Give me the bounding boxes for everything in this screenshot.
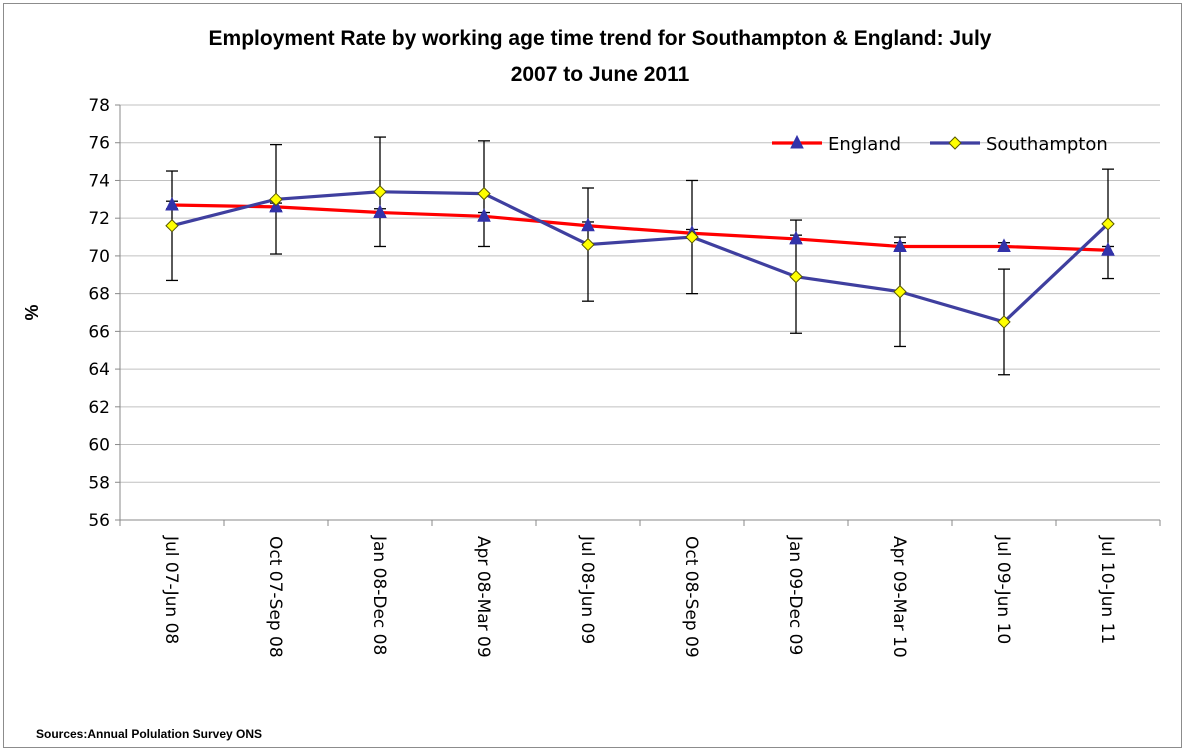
data-point-southampton bbox=[997, 315, 1011, 329]
y-tick-label: 64 bbox=[88, 360, 110, 380]
legend: England Southampton bbox=[772, 134, 1108, 155]
y-tick-label: 58 bbox=[88, 473, 110, 493]
x-tick-label: Jan 08-Dec 08 bbox=[369, 535, 389, 655]
y-tick-label: 72 bbox=[88, 209, 110, 229]
x-tick-label: Apr 08-Mar 09 bbox=[473, 536, 493, 658]
y-axis-label: % bbox=[22, 304, 42, 320]
data-point-england bbox=[165, 196, 179, 211]
y-tick-label: 74 bbox=[88, 171, 110, 191]
data-point-england bbox=[789, 230, 803, 245]
series-line-southampton bbox=[171, 190, 1110, 324]
data-point-southampton bbox=[1101, 217, 1115, 231]
x-tick-label: Jul 10-Jun 11 bbox=[1097, 535, 1117, 644]
y-tick-labels: 56 58 60 62 64 66 68 70 72 74 76 78 bbox=[88, 96, 110, 531]
chart-title: Employment Rate by working age time tren… bbox=[209, 27, 992, 86]
gridlines bbox=[120, 104, 1160, 483]
data-point-southampton bbox=[477, 186, 491, 201]
data-point-southampton bbox=[373, 185, 387, 199]
legend-swatch-marker-england bbox=[790, 134, 804, 149]
data-point-england bbox=[373, 204, 387, 219]
y-tick-label: 70 bbox=[88, 247, 110, 267]
series bbox=[165, 185, 1115, 329]
y-tick-label: 56 bbox=[88, 511, 110, 531]
axes: % bbox=[22, 104, 1161, 526]
data-point-southampton bbox=[165, 219, 179, 233]
data-point-southampton bbox=[581, 237, 595, 252]
x-tick-labels: Jul 07-Jun 08 Oct 07-Sep 08 Jan 08-Dec 08 A… bbox=[161, 535, 1117, 658]
series-line-england bbox=[171, 203, 1109, 252]
x-tick-label: Jul 07-Jun 08 bbox=[161, 535, 181, 644]
x-tick-label: Oct 07-Sep 08 bbox=[265, 536, 285, 658]
y-tick-label: 66 bbox=[88, 322, 110, 342]
data-point-england bbox=[997, 238, 1011, 252]
source-note: Sources:Annual Polulation Survey ONS bbox=[36, 727, 263, 741]
data-point-southampton bbox=[789, 269, 803, 284]
x-tick-label: Jul 08-Jun 09 bbox=[577, 535, 597, 644]
x-tick-label: Jan 09-Dec 09 bbox=[785, 535, 805, 655]
data-point-southampton bbox=[893, 285, 907, 299]
data-point-england bbox=[477, 208, 491, 222]
y-tick-label: 60 bbox=[88, 436, 110, 456]
x-tick-label: Apr 09-Mar 10 bbox=[889, 536, 909, 658]
y-tick-label: 68 bbox=[88, 285, 110, 305]
chart-title-line-2: 2007 to June 2011 bbox=[511, 63, 690, 86]
legend-label-southampton: Southampton bbox=[986, 134, 1108, 155]
y-tick-label: 76 bbox=[88, 134, 110, 154]
y-tick-label: 62 bbox=[88, 398, 110, 418]
chart-frame bbox=[3, 3, 1182, 748]
legend-label-england: England bbox=[828, 134, 901, 155]
data-point-southampton bbox=[269, 192, 283, 207]
data-point-england bbox=[581, 217, 595, 232]
data-point-england bbox=[1101, 242, 1115, 256]
x-tick-label: Jul 09-Jun 10 bbox=[993, 535, 1013, 644]
x-tick-label: Oct 08-Sep 09 bbox=[681, 536, 701, 658]
chart-title-line-1: Employment Rate by working age time tren… bbox=[209, 27, 992, 50]
legend-swatch-marker-southampton bbox=[948, 136, 962, 150]
y-tick-label: 78 bbox=[88, 96, 110, 116]
data-point-england bbox=[893, 238, 907, 252]
data-point-southampton bbox=[685, 230, 699, 244]
